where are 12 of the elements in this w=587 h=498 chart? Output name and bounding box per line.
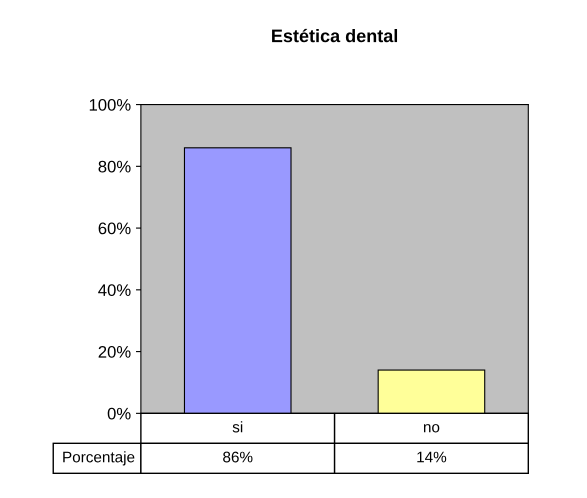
x-tick-label: no (424, 424, 440, 432)
x-tick-label: si (232, 421, 242, 432)
y-tick-label: 0% (108, 408, 131, 420)
data-label: 14% (417, 452, 446, 462)
text: Porcentaje (63, 451, 134, 466)
y-tick-label: 40% (98, 284, 131, 296)
y-tick-label: 100% (90, 98, 131, 111)
data-label: 86% (223, 452, 252, 462)
y-tick-label: 80% (98, 160, 131, 173)
y-tick-label: 20% (98, 346, 131, 358)
chart-title: Estética dental (272, 28, 398, 42)
y-tick-label: 60% (98, 222, 131, 234)
